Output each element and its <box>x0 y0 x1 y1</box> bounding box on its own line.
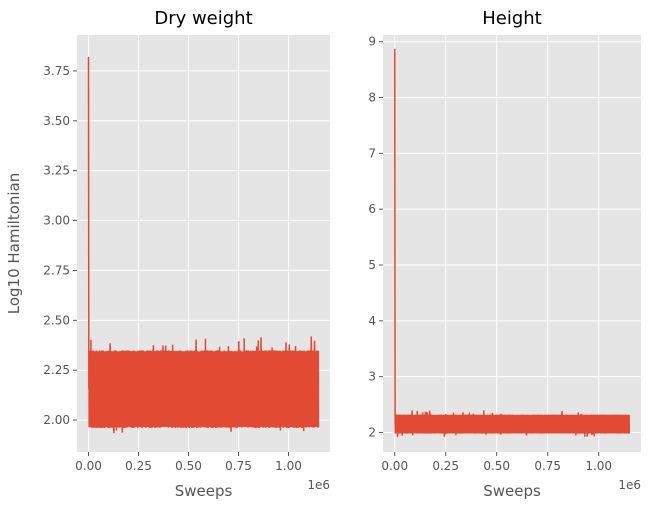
y-tick-label: 3.25 <box>43 164 70 178</box>
x-offset-label-dry-weight: 1e6 <box>307 478 330 492</box>
x-tick-label: 0.00 <box>381 459 408 473</box>
y-tick-label: 5 <box>368 258 376 272</box>
x-tick-label: 1.00 <box>585 459 612 473</box>
x-tick-label: 0.25 <box>432 459 459 473</box>
y-tick-label: 2.00 <box>43 413 70 427</box>
x-tick-label: 0.50 <box>483 459 510 473</box>
chart-title-dry-weight: Dry weight <box>154 8 252 29</box>
plot-area-height <box>383 35 641 452</box>
x-axis-label-dry-weight: Sweeps <box>175 482 233 500</box>
ticks-height: 0.00 0.25 0.50 0.75 1.00 2 3 4 5 6 7 8 9 <box>368 35 612 473</box>
y-tick-label: 3.00 <box>43 214 70 228</box>
y-tick-label: 6 <box>368 202 376 216</box>
y-tick-label: 8 <box>368 91 376 105</box>
y-tick-label: 2.75 <box>43 263 70 277</box>
x-tick-label: 0.75 <box>534 459 561 473</box>
y-tick-label: 2.25 <box>43 363 70 377</box>
series-line-dry-weight <box>87 56 320 434</box>
series-dense-band <box>89 351 319 427</box>
x-tick-label: 0.00 <box>75 459 102 473</box>
y-tick-label: 3.75 <box>43 64 70 78</box>
y-tick-label: 4 <box>368 314 376 328</box>
chart-title-height: Height <box>482 8 542 29</box>
series-dense-band <box>395 414 630 434</box>
x-tick-label: 0.25 <box>125 459 152 473</box>
y-tick-label: 2 <box>368 425 376 439</box>
y-tick-label: 2.50 <box>43 313 70 327</box>
x-axis-label-height: Sweeps <box>483 482 541 500</box>
ticks-dry-weight: 0.00 0.25 0.50 0.75 1.00 2.00 2.25 2.50 2.75 3.00… <box>43 64 302 473</box>
x-tick-label: 1.00 <box>275 459 302 473</box>
y-tick-label: 9 <box>368 35 376 49</box>
series-line-height <box>393 48 631 437</box>
x-tick-label: 0.50 <box>175 459 202 473</box>
y-tick-label: 7 <box>368 146 376 160</box>
y-axis-label-dry-weight: Log10 Hamiltonian <box>5 173 23 315</box>
chart-height: 0.00 0.25 0.50 0.75 1.00 2 3 4 5 6 7 8 9 Height Swee… <box>368 8 641 500</box>
x-tick-label: 0.75 <box>225 459 252 473</box>
y-tick-label: 3 <box>368 370 376 384</box>
chart-dry-weight: 0.00 0.25 0.50 0.75 1.00 2.00 2.25 2.50 2.75 3.00… <box>5 8 330 500</box>
x-offset-label-height: 1e6 <box>618 478 641 492</box>
y-tick-label: 3.50 <box>43 114 70 128</box>
